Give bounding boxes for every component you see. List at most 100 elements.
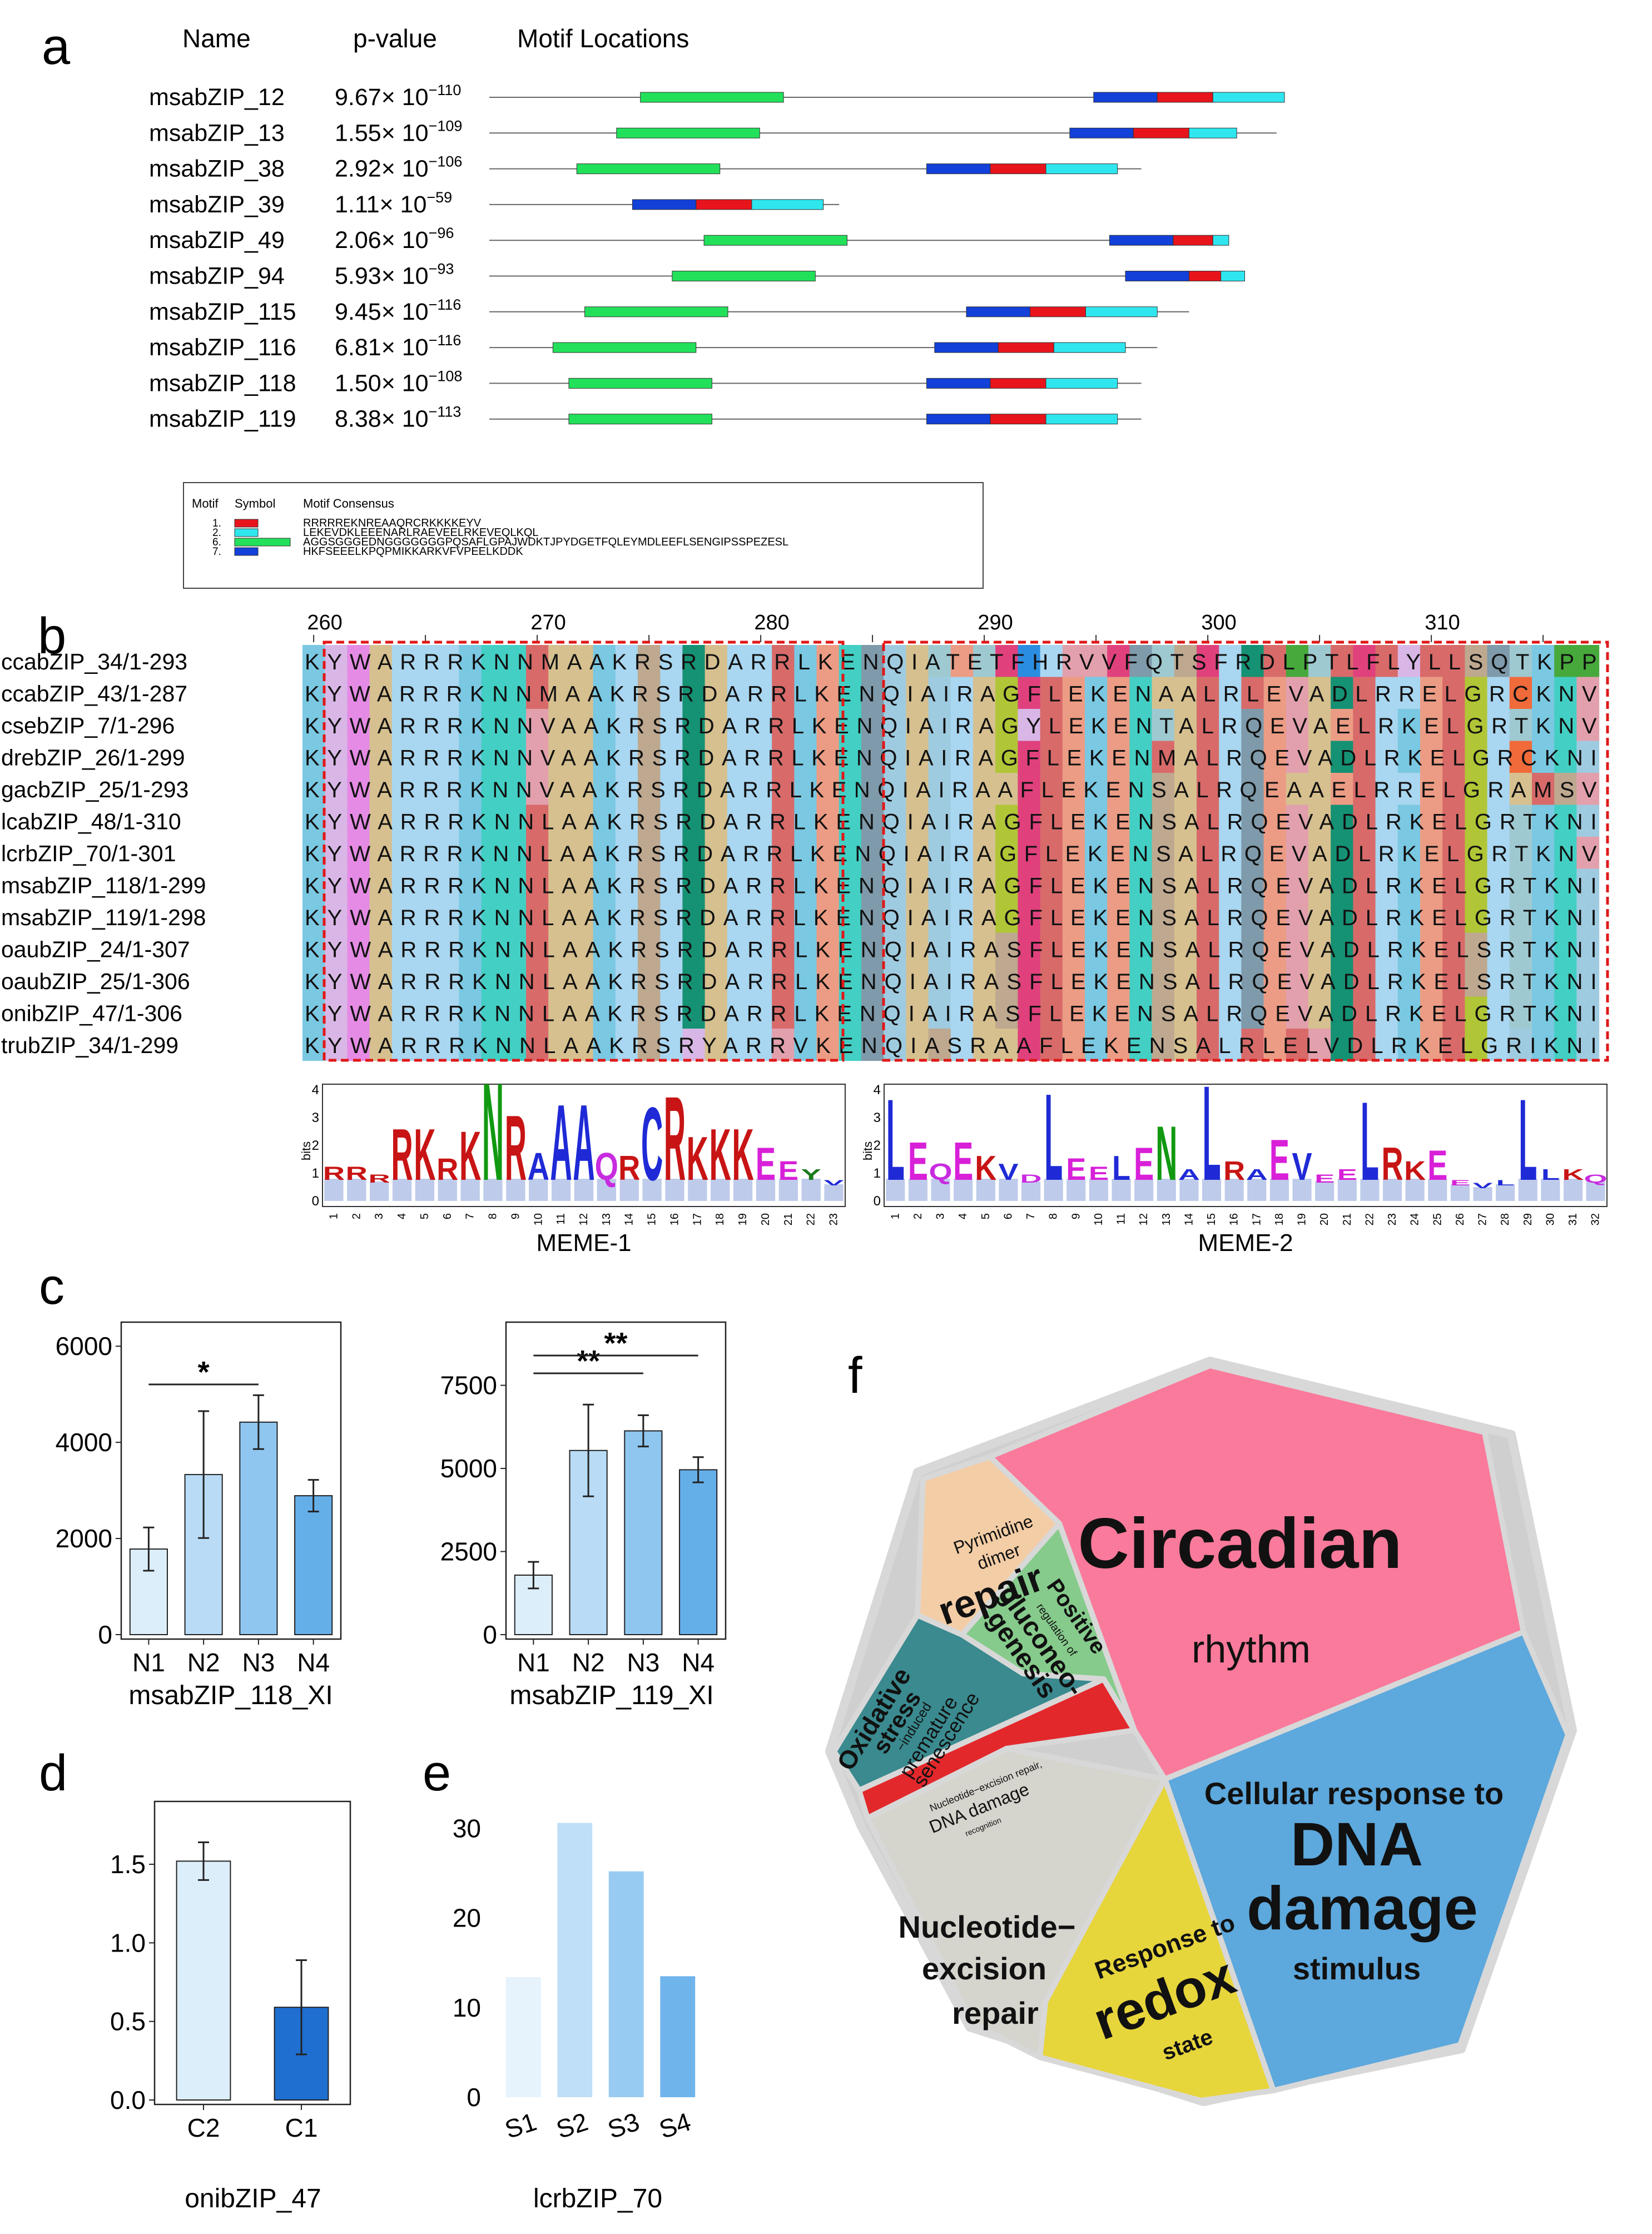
residue-cell [593, 645, 616, 678]
residue-cell [928, 837, 951, 870]
residue-cell [369, 837, 393, 870]
residue-cell [1487, 741, 1510, 773]
residue-cell [459, 1029, 482, 1061]
residue-cell [1040, 901, 1063, 934]
sequence-logos: bits01234R1R2R3R4K5R6K7N8R9A10A11A12Q13R… [299, 1055, 1608, 1257]
residue-cell [950, 932, 974, 965]
residue-cell [1197, 965, 1219, 997]
residue-cell [1197, 677, 1219, 709]
motif-2-block [1045, 378, 1118, 389]
residue-cell [1197, 645, 1219, 678]
residue-cell [481, 805, 504, 837]
bar [294, 1495, 333, 1636]
logo-background-stack [1202, 1179, 1222, 1201]
p-value-mantissa: 9.67× 10 [335, 84, 429, 111]
residue-cell [1375, 645, 1398, 678]
logo-background-stack [415, 1179, 435, 1201]
residue-cell [906, 645, 929, 678]
residue-cell [727, 1029, 750, 1061]
motif-2-block [1085, 306, 1158, 317]
motif-1-block [1029, 306, 1087, 317]
bar [557, 1823, 593, 2097]
chart-frame [153, 1800, 351, 2106]
residue-cell [414, 773, 437, 806]
residue-cell [1129, 932, 1153, 965]
residue-cell [906, 837, 929, 870]
residue-cell [414, 645, 437, 678]
residue-cell [705, 645, 728, 678]
residue-cell [436, 901, 459, 934]
residue-cell [414, 741, 437, 773]
residue-cell [794, 773, 817, 806]
logo-position: 9 [509, 1213, 522, 1219]
residue-cell [1107, 996, 1130, 1029]
residue-cell [1241, 996, 1264, 1029]
residue-cell [325, 677, 348, 709]
residue-cell [1576, 965, 1600, 997]
y-tick-label: 0 [467, 2083, 481, 2112]
residue-cell [750, 773, 772, 806]
logo-position: 4 [396, 1213, 408, 1219]
y-tick-label: 0.0 [110, 2086, 146, 2114]
logo-letter: A [1178, 1166, 1200, 1183]
residue-cell [906, 901, 929, 934]
residue-cell [1397, 677, 1421, 709]
p-value: 9.67× 10−110 [335, 82, 461, 111]
residue-cell [302, 932, 325, 965]
residue-cell [995, 709, 1018, 742]
residue-cell [593, 901, 616, 934]
residue-cell [1152, 996, 1175, 1029]
residue-cell [1331, 1029, 1353, 1061]
gene-name: msabZIP_118 [149, 370, 296, 396]
p-value: 8.38× 10−113 [335, 404, 461, 433]
logo-background-stack [1269, 1179, 1289, 1201]
residue-cell [861, 837, 884, 870]
residue-cell [1241, 837, 1264, 870]
residue-cell [1509, 901, 1532, 934]
residue-cell [436, 932, 459, 965]
motif-7-block [966, 306, 1030, 317]
residue-cell [660, 1029, 683, 1061]
residue-cell [1532, 932, 1555, 965]
residue-cell [1375, 709, 1398, 742]
residue-cell [570, 1029, 594, 1061]
y-tick-label: 2000 [56, 1524, 112, 1553]
residue-cell [705, 773, 728, 806]
logo-position: 30 [1544, 1213, 1556, 1225]
residue-cell [861, 805, 884, 837]
residue-cell [816, 709, 840, 742]
residue-cell [1331, 901, 1353, 934]
residue-cell [391, 1029, 415, 1061]
residue-cell [526, 645, 549, 678]
residue-cell [414, 868, 437, 901]
motif-2-block [1045, 163, 1118, 175]
residue-cell [727, 965, 750, 997]
logo-position: 18 [714, 1213, 726, 1225]
residue-cell [526, 901, 549, 934]
residue-cell [995, 741, 1018, 773]
residue-cell [1375, 996, 1398, 1029]
residue-cell [436, 1029, 459, 1061]
residue-cell [816, 773, 840, 806]
residue-cell [548, 805, 571, 837]
residue-cell [1040, 709, 1063, 742]
residue-cell [973, 741, 996, 773]
residue-cell [526, 677, 549, 709]
residue-cell [1465, 773, 1488, 806]
residue-cell [816, 965, 840, 997]
residue-cell [1085, 645, 1108, 678]
residue-cell [1286, 932, 1309, 965]
residue-cell [884, 1029, 906, 1061]
residue-cell [481, 901, 504, 934]
residue-cell [481, 709, 504, 742]
residue-cell [1152, 773, 1175, 806]
motif-2-block [1053, 342, 1126, 353]
logo-letter: R [664, 1073, 686, 1206]
y-tick-label: 30 [453, 1814, 481, 1843]
residue-cell [347, 1029, 370, 1061]
residue-cell [950, 965, 974, 997]
residue-cell [1532, 965, 1555, 997]
residue-cell [682, 996, 706, 1029]
residue-cell [682, 645, 706, 678]
motif-1-block [1188, 271, 1222, 281]
